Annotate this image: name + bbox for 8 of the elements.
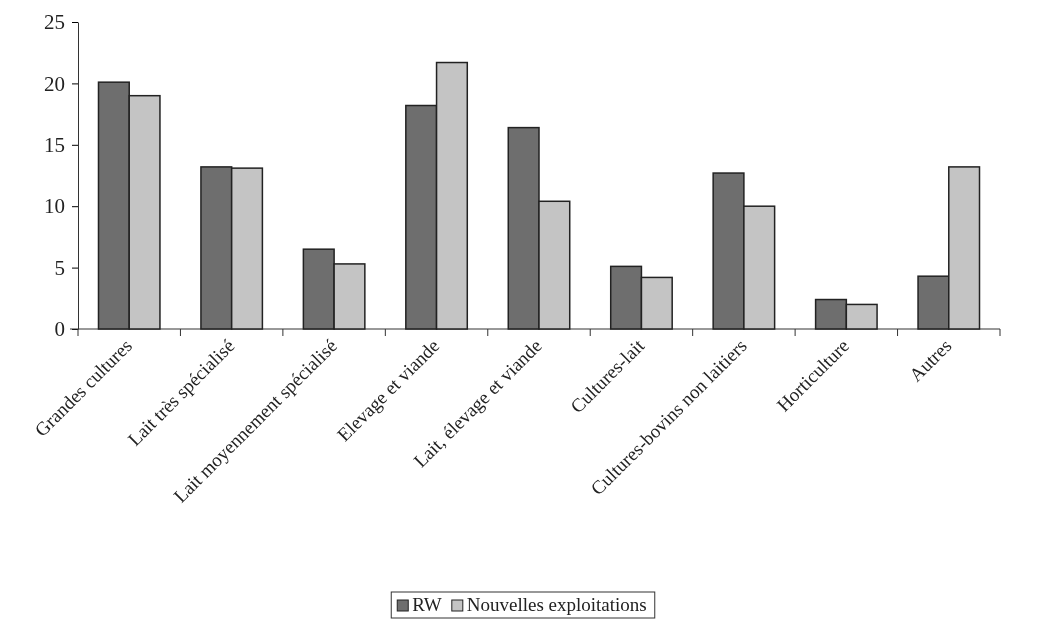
y-tick-label: 25 bbox=[44, 10, 65, 35]
y-tick-label: 15 bbox=[44, 133, 65, 158]
y-tick-label: 20 bbox=[44, 71, 65, 96]
y-tick-label: 0 bbox=[54, 317, 65, 342]
legend-label: RW bbox=[412, 594, 442, 615]
y-tick-label: 5 bbox=[54, 255, 65, 280]
legend-label: Nouvelles exploitations bbox=[466, 594, 647, 615]
y-tick-label: 10 bbox=[44, 194, 65, 219]
